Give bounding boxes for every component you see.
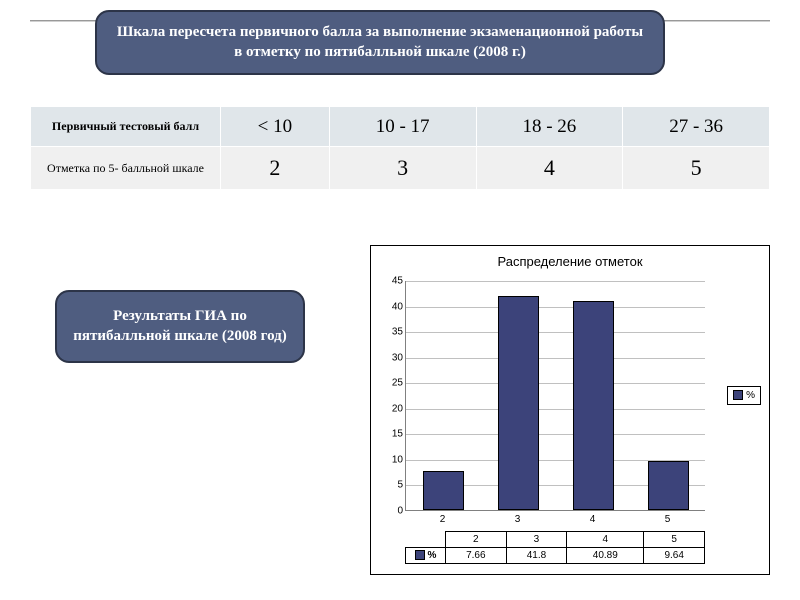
gridline (406, 383, 705, 384)
conversion-table-wrap: Первичный тестовый балл < 10 10 - 17 18 … (30, 106, 770, 190)
y-tick-label: 15 (373, 429, 403, 440)
y-tick-label: 0 (373, 506, 403, 517)
conversion-table: Первичный тестовый балл < 10 10 - 17 18 … (30, 106, 770, 190)
row2-label: Отметка по 5- балльной шкале (31, 147, 221, 190)
y-tick-label: 25 (373, 378, 403, 389)
grade-2: 4 (476, 147, 623, 190)
data-table-header-cell: 5 (644, 532, 705, 548)
gridline (406, 332, 705, 333)
data-table-header-cell: 4 (567, 532, 644, 548)
distribution-chart: Распределение отметок 051015202530354045… (370, 245, 770, 575)
chart-legend: % (727, 386, 761, 405)
y-tick-label: 5 (373, 480, 403, 491)
subtitle-banner: Результаты ГИА по пятибалльной шкале (20… (55, 290, 305, 363)
row1-label: Первичный тестовый балл (31, 107, 221, 147)
grade-3: 5 (623, 147, 770, 190)
y-tick-label: 45 (373, 276, 403, 287)
legend-swatch (733, 390, 743, 400)
bar (573, 301, 614, 510)
gridline (406, 281, 705, 282)
y-tick-label: 35 (373, 327, 403, 338)
x-category-label: 3 (515, 514, 521, 525)
y-tick-label: 40 (373, 301, 403, 312)
y-tick-label: 30 (373, 352, 403, 363)
y-tick-label: 20 (373, 403, 403, 414)
legend-swatch (415, 550, 425, 560)
bar (423, 471, 464, 510)
data-table-value-cell: 7.66 (446, 548, 507, 564)
gridline (406, 358, 705, 359)
legend-label: % (746, 390, 755, 401)
y-tick-label: 10 (373, 454, 403, 465)
data-table-header-cell: 3 (506, 532, 567, 548)
gridline (406, 434, 705, 435)
gridline (406, 409, 705, 410)
data-table-value-cell: 9.64 (644, 548, 705, 564)
grade-1: 3 (329, 147, 476, 190)
title-text: Шкала пересчета первичного балла за выпо… (115, 22, 645, 63)
x-category-label: 5 (665, 514, 671, 525)
title-banner: Шкала пересчета первичного балла за выпо… (95, 10, 665, 75)
plot-area (405, 281, 705, 511)
y-axis-labels: 051015202530354045 (371, 281, 405, 511)
chart-title: Распределение отметок (371, 254, 769, 269)
x-category-label: 2 (440, 514, 446, 525)
gridline (406, 307, 705, 308)
grade-0: 2 (221, 147, 330, 190)
bar (648, 461, 689, 510)
data-table-value-cell: 40.89 (567, 548, 644, 564)
col-range-0: < 10 (221, 107, 330, 147)
subtitle-text: Результаты ГИА по пятибалльной шкале (20… (69, 306, 291, 347)
chart-data-table: 2345% 7.6641.840.899.64 (405, 531, 705, 564)
col-range-2: 18 - 26 (476, 107, 623, 147)
bar (498, 296, 539, 510)
data-table-header-cell: 2 (446, 532, 507, 548)
series-name-label: % (428, 550, 437, 561)
data-table-series-cell: % (406, 548, 446, 564)
col-range-1: 10 - 17 (329, 107, 476, 147)
x-category-label: 4 (590, 514, 596, 525)
data-table-corner (406, 532, 446, 548)
data-table-value-cell: 41.8 (506, 548, 567, 564)
col-range-3: 27 - 36 (623, 107, 770, 147)
